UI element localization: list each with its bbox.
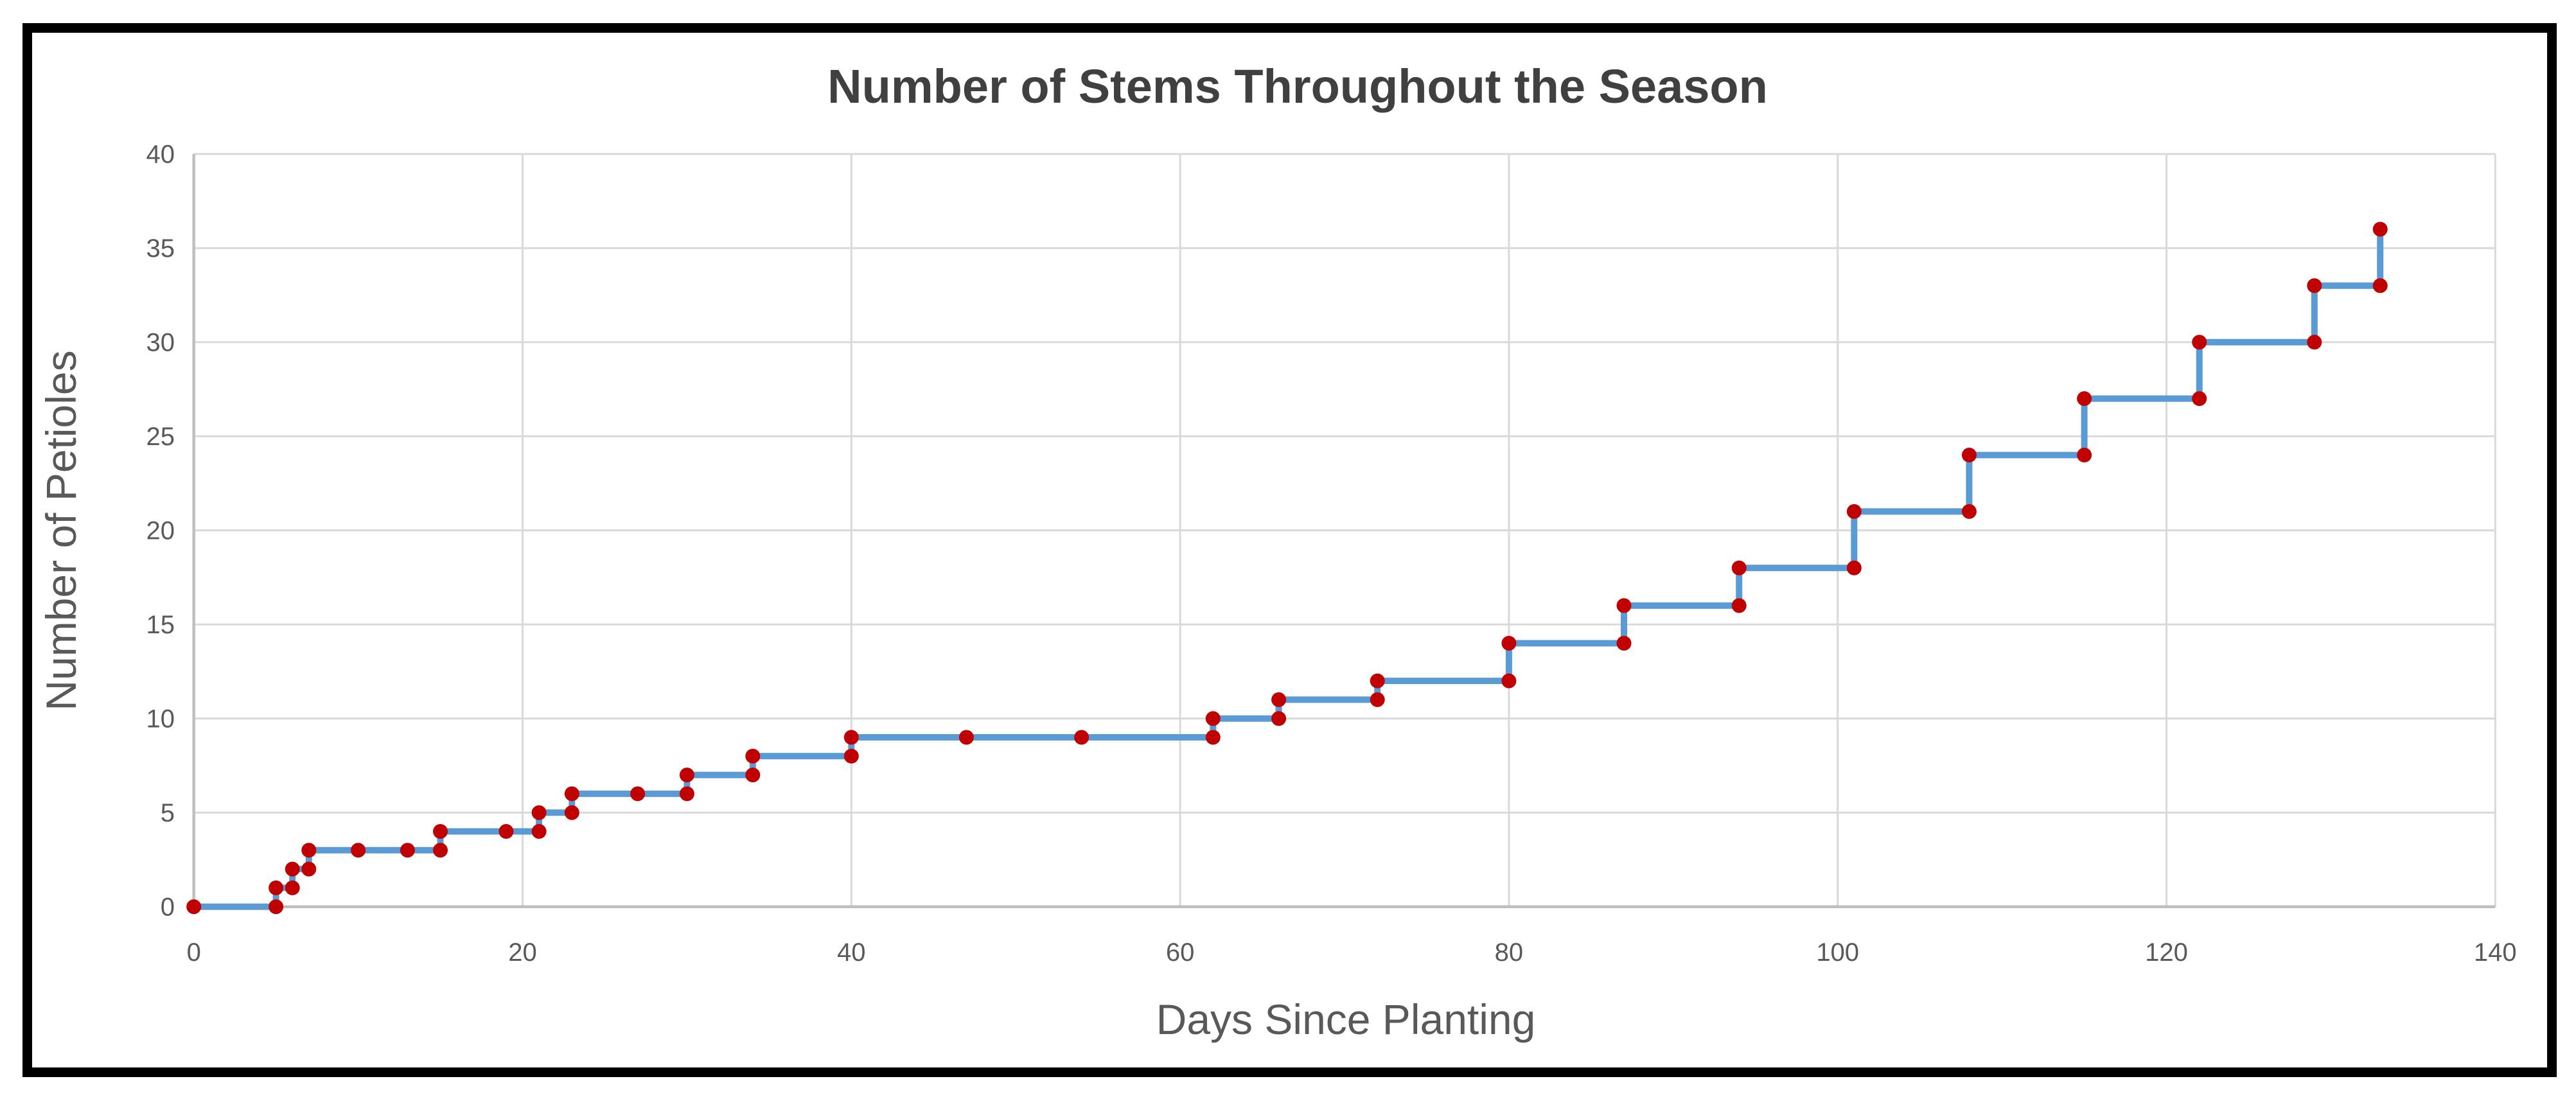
data-point-marker (285, 880, 300, 895)
data-point-marker (1271, 711, 1287, 726)
data-point-marker (1501, 673, 1517, 689)
data-point-marker (400, 843, 415, 858)
data-point-marker (301, 861, 317, 877)
gridlines (193, 153, 2496, 907)
data-point-marker (269, 899, 284, 915)
data-point-marker (745, 768, 761, 783)
x-tick-label: 80 (1495, 938, 1524, 967)
x-tick-label: 20 (508, 938, 537, 967)
data-point-marker (433, 843, 448, 858)
data-point-marker (186, 899, 202, 915)
data-point-marker (2077, 391, 2092, 407)
data-point-marker (745, 748, 761, 764)
data-point-marker (2372, 222, 2388, 237)
data-point-marker (1616, 598, 1632, 613)
data-point-marker (1271, 692, 1287, 707)
data-point-marker (1205, 711, 1221, 726)
data-point-marker (958, 730, 974, 745)
data-point-marker (433, 824, 448, 839)
y-tick-label: 35 (146, 234, 175, 263)
data-point-marker (531, 805, 547, 820)
data-point-marker (531, 824, 547, 839)
y-tick-labels: 0 5 10 15 20 25 30 35 40 (146, 141, 175, 922)
x-tick-label: 60 (1166, 938, 1195, 967)
data-point-marker (2372, 278, 2388, 294)
data-point-marker (2077, 448, 2092, 462)
x-axis-title: Days Since Planting (1156, 996, 1536, 1043)
y-tick-label: 20 (146, 517, 175, 545)
x-tick-labels: 0 20 40 60 80 100 120 140 (187, 938, 2517, 967)
data-point-marker (1616, 636, 1632, 651)
data-point-marker (679, 786, 694, 802)
data-point-marker (1370, 692, 1385, 707)
data-series (186, 222, 2388, 915)
data-point-marker (1501, 636, 1517, 651)
y-tick-label: 0 (161, 893, 175, 922)
y-tick-label: 25 (146, 423, 175, 451)
y-tick-label: 40 (146, 141, 175, 169)
data-point-marker (564, 786, 579, 802)
x-tick-label: 0 (187, 938, 201, 967)
data-point-marker (1846, 504, 1862, 519)
x-tick-label: 140 (2474, 938, 2517, 967)
data-point-marker (843, 730, 859, 745)
data-point-marker (1961, 504, 1977, 519)
y-tick-label: 15 (146, 611, 175, 639)
data-point-marker (679, 768, 694, 783)
data-point-marker (2192, 391, 2207, 407)
data-point-marker (2307, 278, 2322, 294)
data-point-marker (285, 861, 300, 877)
y-tick-label: 30 (146, 329, 175, 357)
y-tick-label: 5 (161, 799, 175, 827)
y-axis-title: Number of Petioles (37, 350, 85, 710)
data-point-marker (301, 843, 317, 858)
data-point-marker (1370, 673, 1385, 689)
chart-title: Number of Stems Throughout the Season (827, 60, 1768, 113)
data-point-marker (1074, 730, 1090, 745)
data-point-marker (1731, 560, 1747, 575)
data-point-marker (564, 805, 579, 820)
data-point-marker (1731, 598, 1747, 613)
data-point-marker (498, 824, 514, 839)
data-point-marker (630, 786, 646, 802)
data-point-marker (1961, 448, 1977, 462)
y-tick-label: 10 (146, 705, 175, 733)
data-point-marker (843, 748, 859, 764)
data-point-marker (269, 880, 284, 895)
chart-border-frame (22, 23, 2557, 1077)
data-point-marker (2307, 335, 2322, 350)
data-point-marker (2192, 335, 2207, 350)
x-tick-label: 120 (2145, 938, 2188, 967)
x-tick-label: 100 (1816, 938, 1859, 967)
data-point-marker (1846, 560, 1862, 575)
axis-lines (192, 154, 2496, 908)
x-tick-label: 40 (837, 938, 866, 967)
data-point-marker (1205, 730, 1221, 745)
data-point-marker (351, 843, 366, 858)
